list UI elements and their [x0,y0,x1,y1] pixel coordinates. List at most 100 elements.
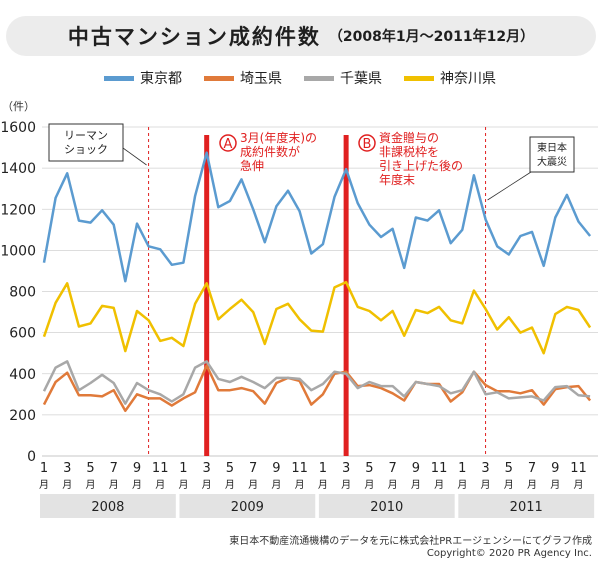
event-note: 3月(年度末)の [240,130,317,145]
x-tick-label: 3 [342,461,350,476]
x-tick-label: 5 [365,461,373,476]
x-tick-label: 1 [319,461,327,476]
y-tick-labels: 0 200 400 600 800 1000 1200 1400 1600 [0,120,36,465]
legend-label-saitama: 埼玉県 [240,71,282,87]
y-tick-label: 1000 [0,243,36,259]
x-tick-suffix: 月 [85,479,95,491]
event-badge-letter: A [224,137,233,152]
y-tick-label: 1400 [0,161,36,177]
year-label: 2008 [91,500,124,515]
year-band [179,494,316,518]
x-tick-label: 11 [152,461,169,476]
gridlines [42,126,598,457]
legend-label-kanagawa: 神奈川県 [440,71,496,87]
x-tick-suffix: 月 [295,479,305,491]
x-tick-suffix: 月 [574,479,584,491]
x-tick-suffix: 月 [411,479,421,491]
y-tick-label: 600 [9,326,36,342]
x-tick-suffix: 月 [457,479,467,491]
series-line-chiba [42,360,591,405]
legend: 東京都 埼玉県 千葉県 神奈川県 [0,68,600,88]
x-tick-labels: 1月3月5月7月9月11月1月3月5月7月9月11月1月3月5月7月9月11月1… [39,461,587,491]
annotation-leader [122,147,147,166]
event-badge-letter: B [363,137,372,152]
x-tick-suffix: 月 [132,479,142,491]
x-tick-suffix: 月 [388,479,398,491]
x-tick-suffix: 月 [178,479,188,491]
legend-swatch-kanagawa [404,75,434,81]
x-tick-suffix: 月 [248,479,258,491]
year-label: 2009 [231,500,264,515]
x-tick-label: 3 [481,461,489,476]
year-band [318,494,455,518]
year-bands: 2008 2009 2010 2011 [40,494,595,518]
x-tick-suffix: 月 [481,479,491,491]
x-tick-label: 5 [86,461,94,476]
annotation-text: 大震災 [537,155,567,168]
legend-item-chiba: 千葉県 [304,68,382,88]
x-tick-label: 9 [412,461,420,476]
series-line-saitama [42,364,592,413]
x-tick-suffix: 月 [271,479,281,491]
legend-item-kanagawa: 神奈川県 [404,68,496,88]
y-tick-label: 800 [9,285,36,301]
x-tick-label: 5 [505,461,513,476]
series-line-kanagawa [42,280,592,355]
event-note: 年度末 [379,172,415,187]
x-tick-suffix: 月 [434,479,444,491]
x-tick-suffix: 月 [527,479,537,491]
legend-swatch-saitama [204,75,234,81]
chart-title: 中古マンション成約件数 [67,25,321,49]
year-label: 2010 [370,500,403,515]
x-tick-suffix: 月 [318,479,328,491]
x-tick-suffix: 月 [39,479,49,491]
x-tick-label: 5 [226,461,234,476]
series-lines [42,151,592,413]
annotation-box [48,123,124,162]
event-note: 非課税枠を [379,144,439,159]
event-note: 急伸 [240,158,264,173]
event-note: 資金贈与の [379,130,439,145]
x-tick-suffix: 月 [225,479,235,491]
annotation-box [529,136,575,173]
event-markers [148,127,487,456]
copyright-note: Copyright© 2020 PR Agency Inc. [426,548,592,559]
x-tick-label: 3 [63,461,71,476]
x-tick-label: 11 [570,461,587,476]
y-tick-label: 400 [9,367,36,383]
event-note: 引き上げた後の [379,159,463,173]
x-tick-label: 11 [431,461,448,476]
year-band [458,494,595,518]
x-tick-label: 7 [388,461,396,476]
title-bar: 中古マンション成約件数 （2008年1月～2011年12月） [6,16,596,56]
legend-label-tokyo: 東京都 [140,71,182,87]
legend-item-saitama: 埼玉県 [204,68,282,88]
x-tick-label: 7 [528,461,536,476]
x-tick-suffix: 月 [364,479,374,491]
y-tick-label: 0 [27,449,36,465]
y-tick-label: 1200 [0,202,36,218]
x-tick-suffix: 月 [62,479,72,491]
series-line-tokyo [42,151,592,283]
x-tick-label: 9 [272,461,280,476]
y-tick-label: 200 [9,408,36,424]
annotation-text: 東日本 [537,141,567,154]
event-badge [358,134,376,152]
event-note: 成約件数が [240,144,300,159]
annotation-text: リーマン [64,129,108,142]
legend-swatch-chiba [304,75,334,81]
chart-subtitle: （2008年1月～2011年12月） [328,29,535,45]
x-tick-label: 3 [203,461,211,476]
x-tick-label: 7 [110,461,118,476]
year-label: 2011 [510,500,543,515]
x-tick-suffix: 月 [202,479,212,491]
y-tick-label: 1600 [0,120,36,136]
x-tick-suffix: 月 [109,479,119,491]
x-tick-suffix: 月 [550,479,560,491]
x-tick-label: 11 [291,461,308,476]
legend-item-tokyo: 東京都 [104,68,182,88]
x-tick-label: 1 [179,461,187,476]
annotation-text: ショック [64,143,108,156]
legend-label-chiba: 千葉県 [340,71,382,87]
